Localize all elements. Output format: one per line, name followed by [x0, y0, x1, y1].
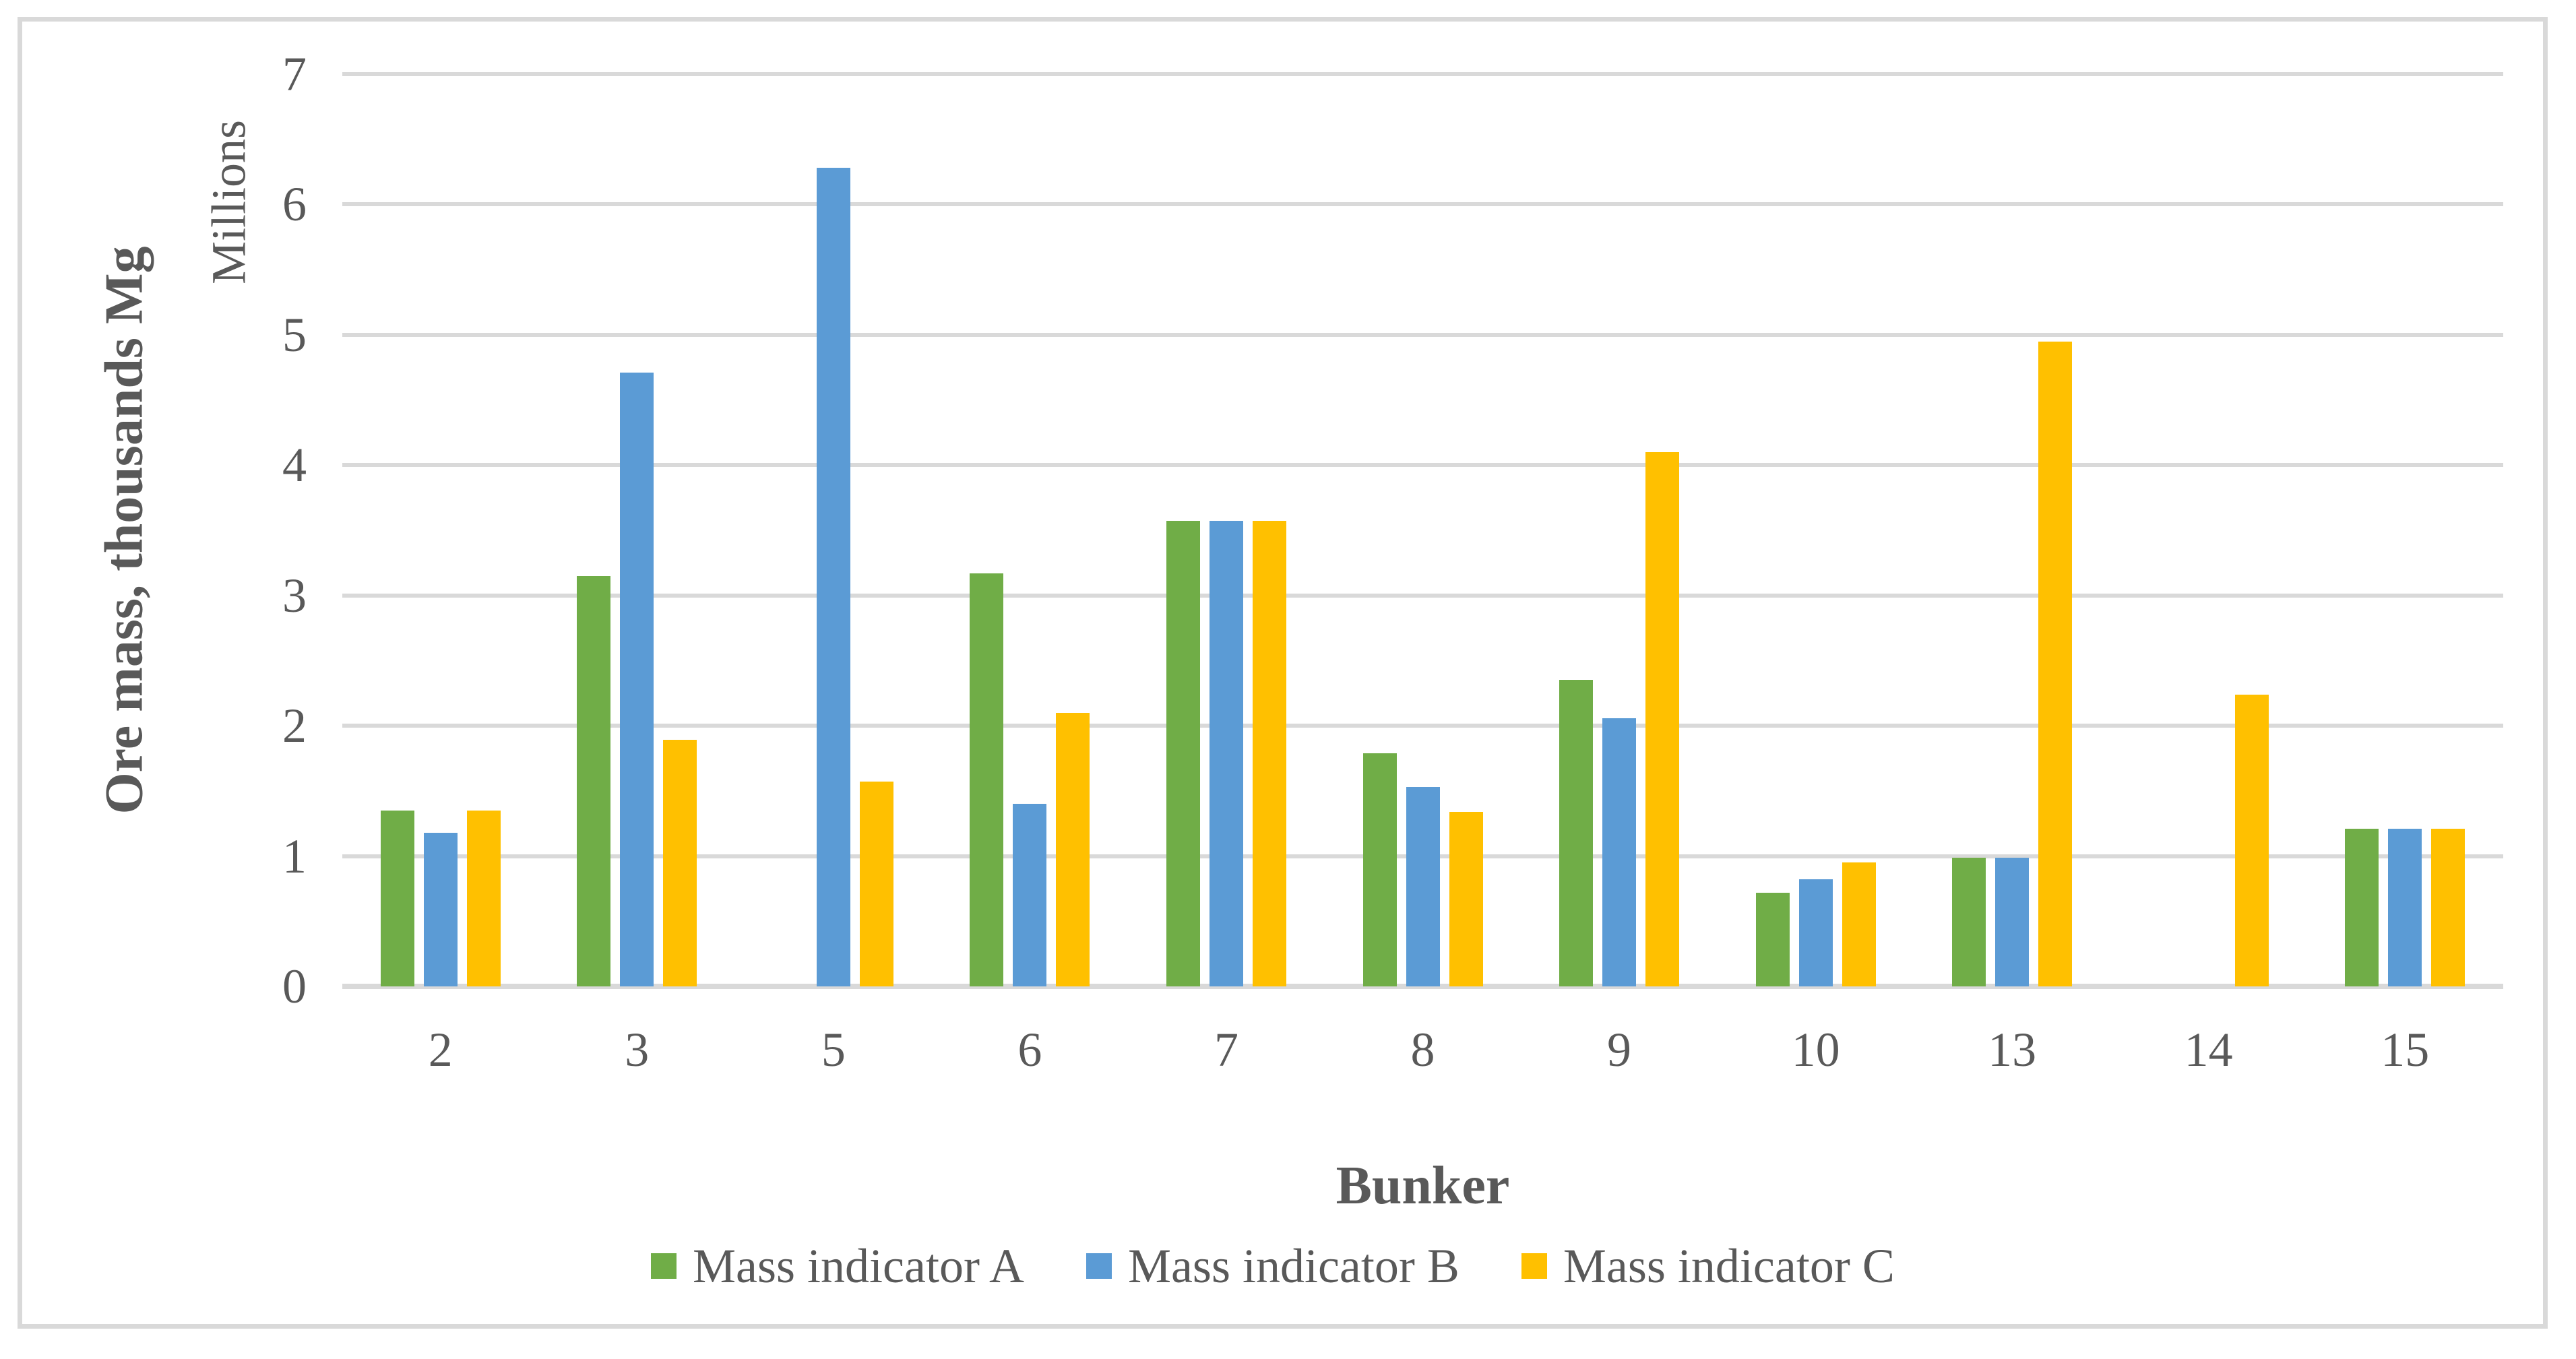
x-tick-label-10: 10 — [1791, 1023, 1840, 1077]
bar-series-1-bunker-8 — [1362, 753, 1397, 986]
gridline-y-2 — [342, 724, 2503, 728]
y-axis-title: Ore mass, thousands Mg — [94, 246, 154, 815]
legend-item-1: Mass indicator A — [651, 1242, 1024, 1290]
x-tick-label-7: 7 — [1214, 1023, 1238, 1077]
bar-series-2-bunker-6 — [1013, 804, 1047, 986]
y-axis-unit-label: Millions — [201, 119, 256, 285]
y-tick-label-3: 3 — [282, 568, 307, 623]
x-axis-line — [342, 984, 2503, 989]
legend-swatch-icon — [1521, 1253, 1547, 1279]
bar-series-3-bunker-7 — [1252, 521, 1286, 986]
bar-series-2-bunker-7 — [1209, 521, 1243, 986]
y-tick-label-1: 1 — [282, 829, 307, 883]
bar-series-3-bunker-14 — [2234, 694, 2269, 986]
x-tick-label-8: 8 — [1410, 1023, 1435, 1077]
x-tick-label-3: 3 — [625, 1023, 650, 1077]
bar-series-3-bunker-15 — [2431, 828, 2465, 986]
bar-series-2-bunker-13 — [1995, 857, 2030, 986]
y-tick-label-0: 0 — [282, 959, 307, 1013]
y-tick-label-6: 6 — [282, 177, 307, 232]
x-tick-label-15: 15 — [2381, 1023, 2430, 1077]
legend-label: Mass indicator A — [693, 1239, 1024, 1293]
bar-series-1-bunker-3 — [577, 575, 611, 986]
gridline-y-3 — [342, 593, 2503, 598]
legend-label: Mass indicator C — [1563, 1239, 1895, 1293]
bar-series-2-bunker-2 — [423, 832, 458, 986]
bar-series-2-bunker-10 — [1798, 879, 1833, 986]
x-tick-label-14: 14 — [2184, 1023, 2233, 1077]
bar-series-1-bunker-15 — [2345, 828, 2379, 986]
bar-series-3-bunker-13 — [2038, 341, 2073, 986]
gridline-y-4 — [342, 463, 2503, 468]
y-tick-label-2: 2 — [282, 699, 307, 753]
legend-swatch-icon — [1086, 1253, 1112, 1279]
x-tick-label-6: 6 — [1017, 1023, 1042, 1077]
x-tick-label-13: 13 — [1988, 1023, 2037, 1077]
x-tick-label-5: 5 — [821, 1023, 846, 1077]
y-tick-label-5: 5 — [282, 307, 307, 362]
bar-series-3-bunker-6 — [1056, 712, 1090, 986]
gridline-y-5 — [342, 332, 2503, 337]
legend-swatch-icon — [651, 1253, 677, 1279]
bar-series-3-bunker-3 — [663, 740, 697, 986]
bar-series-1-bunker-2 — [380, 810, 414, 986]
bar-series-2-bunker-9 — [1602, 718, 1637, 986]
legend-item-2: Mass indicator B — [1086, 1242, 1459, 1290]
bar-series-1-bunker-7 — [1166, 521, 1200, 986]
bar-series-3-bunker-5 — [859, 782, 893, 986]
bar-series-1-bunker-13 — [1952, 857, 1986, 986]
bar-series-2-bunker-5 — [816, 168, 850, 986]
gridline-y-7 — [342, 72, 2503, 76]
bar-series-1-bunker-9 — [1559, 680, 1594, 986]
y-tick-label-4: 4 — [282, 438, 307, 493]
legend: Mass indicator A Mass indicator B Mass ind… — [651, 1242, 1895, 1290]
legend-label: Mass indicator B — [1127, 1239, 1459, 1293]
bar-series-1-bunker-6 — [970, 573, 1004, 986]
bar-series-3-bunker-2 — [466, 810, 501, 986]
gridline-y-6 — [342, 202, 2503, 207]
x-tick-label-2: 2 — [428, 1023, 453, 1077]
y-tick-label-7: 7 — [282, 47, 307, 101]
x-tick-label-9: 9 — [1607, 1023, 1632, 1077]
bar-series-2-bunker-15 — [2388, 828, 2422, 986]
bar-series-3-bunker-10 — [1842, 862, 1876, 986]
bar-series-1-bunker-10 — [1755, 892, 1790, 986]
x-axis-title: Bunker — [1336, 1156, 1510, 1215]
bar-series-2-bunker-3 — [620, 372, 654, 986]
bar-series-2-bunker-8 — [1406, 787, 1440, 986]
legend-item-3: Mass indicator C — [1521, 1242, 1895, 1290]
bar-series-3-bunker-9 — [1645, 451, 1680, 986]
bar-series-3-bunker-8 — [1449, 811, 1483, 986]
